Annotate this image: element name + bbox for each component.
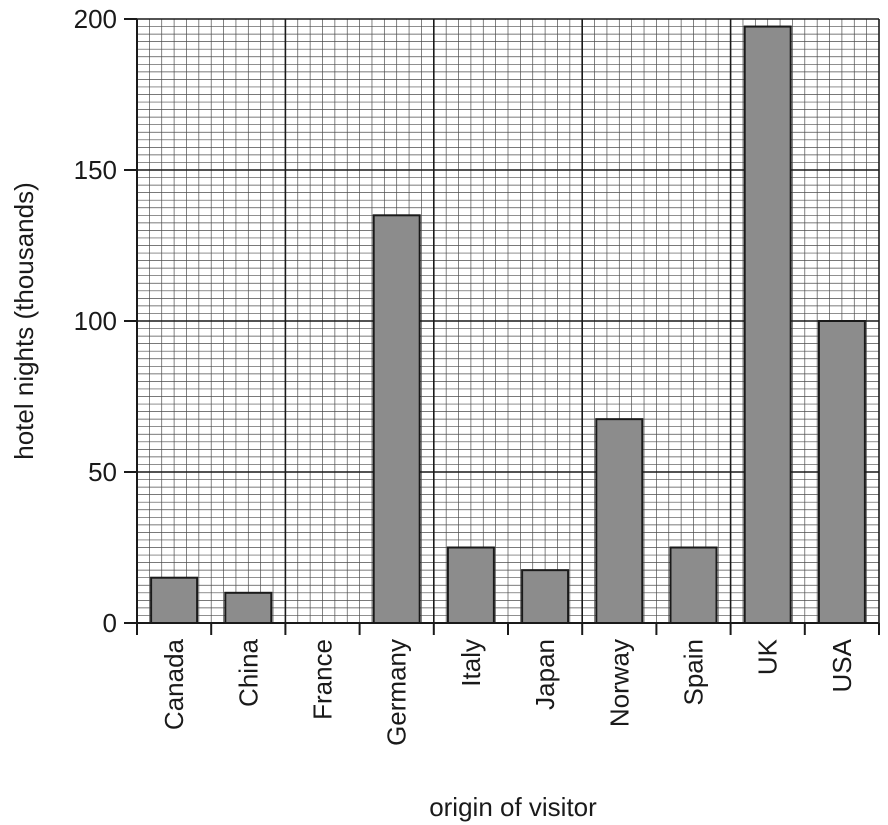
y-axis-label: hotel nights (thousands): [9, 182, 39, 460]
x-tick-labels: Canada China France Germany Italy Japan Norway…: [159, 638, 857, 746]
y-tick-label: 100: [74, 306, 117, 336]
bar-norway: [595, 418, 644, 624]
bar-canada: [150, 576, 199, 625]
y-tick-label: 50: [88, 457, 117, 487]
x-tick-label: Spain: [679, 639, 709, 706]
bar-usa: [817, 320, 866, 624]
x-tick-label: Japan: [530, 639, 560, 710]
x-tick-label: Germany: [382, 639, 412, 746]
y-tick-label: 0: [103, 608, 117, 638]
x-tick-label: Norway: [604, 639, 634, 727]
bar-italy: [446, 546, 495, 624]
bar-japan: [521, 569, 570, 625]
x-tick-label: Italy: [456, 639, 486, 687]
bar-china: [224, 591, 273, 624]
bar-spain: [669, 546, 718, 624]
x-tick-label: USA: [827, 638, 857, 692]
x-tick-label: Canada: [159, 638, 189, 730]
y-tick-labels: 0 50 100 150 200: [74, 4, 117, 638]
x-tick-label: UK: [753, 638, 783, 675]
axes: [124, 18, 880, 635]
x-tick-label: China: [233, 638, 263, 706]
bars: [150, 25, 866, 625]
bar-uk: [743, 25, 792, 625]
y-tick-label: 150: [74, 155, 117, 185]
x-axis-label: origin of visitor: [429, 792, 597, 822]
bar-germany: [372, 214, 421, 625]
y-tick-label: 200: [74, 4, 117, 34]
x-tick-label: France: [308, 639, 338, 720]
